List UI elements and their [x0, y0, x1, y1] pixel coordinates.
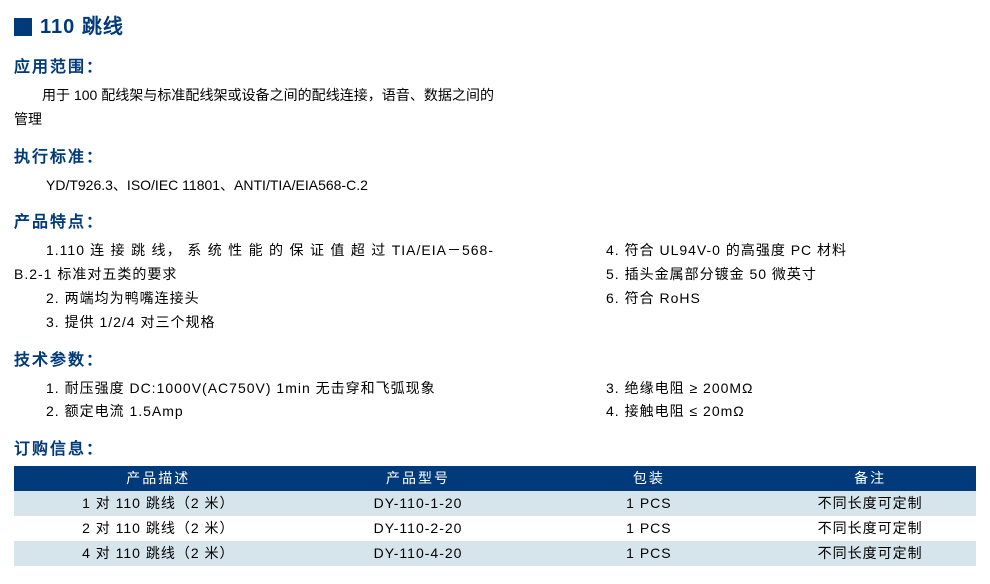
page-title: 110 跳线: [40, 12, 124, 42]
feature-item: 6. 符合 RoHS: [574, 287, 976, 311]
table-cell: DY-110-1-20: [303, 491, 534, 516]
table-row: 1 对 110 跳线（2 米）DY-110-1-201 PCS不同长度可定制: [14, 491, 976, 516]
table-header-cell: 备注: [764, 466, 976, 491]
table-header-row: 产品描述产品型号包装备注: [14, 466, 976, 491]
title-bullet-icon: [14, 18, 32, 36]
params-right-col: 3. 绝缘电阻 ≥ 200MΩ 4. 接触电阻 ≤ 20mΩ: [574, 377, 976, 425]
feature-item: 1.110 连 接 跳 线， 系 统 性 能 的 保 证 值 超 过 TIA/E…: [14, 239, 494, 287]
section-heading-ordering: 订购信息：: [14, 438, 976, 462]
param-item: 1. 耐压强度 DC:1000V(AC750V) 1min 无击穿和飞弧现象: [14, 377, 494, 401]
features-columns: 1.110 连 接 跳 线， 系 统 性 能 的 保 证 值 超 过 TIA/E…: [14, 239, 976, 334]
section-heading-features: 产品特点：: [14, 211, 976, 235]
params-columns: 1. 耐压强度 DC:1000V(AC750V) 1min 无击穿和飞弧现象 2…: [14, 377, 976, 425]
table-cell: 1 PCS: [533, 516, 764, 541]
table-cell: 1 对 110 跳线（2 米）: [14, 491, 303, 516]
standards-text: YD/T926.3、ISO/IEC 11801、ANTI/TIA/EIA568-…: [14, 174, 976, 198]
feature-item: 5. 插头金属部分镀金 50 微英寸: [574, 263, 976, 287]
table-header-cell: 产品描述: [14, 466, 303, 491]
table-row: 2 对 110 跳线（2 米）DY-110-2-201 PCS不同长度可定制: [14, 516, 976, 541]
table-cell: 4 对 110 跳线（2 米）: [14, 541, 303, 566]
section-heading-standards: 执行标准：: [14, 146, 976, 170]
table-cell: 不同长度可定制: [764, 516, 976, 541]
table-cell: 1 PCS: [533, 541, 764, 566]
table-row: 4 对 110 跳线（2 米）DY-110-4-201 PCS不同长度可定制: [14, 541, 976, 566]
features-right-col: 4. 符合 UL94V-0 的高强度 PC 材料 5. 插头金属部分镀金 50 …: [574, 239, 976, 334]
ordering-table: 产品描述产品型号包装备注 1 对 110 跳线（2 米）DY-110-1-201…: [14, 466, 976, 566]
section-heading-params: 技术参数：: [14, 349, 976, 373]
feature-item: 4. 符合 UL94V-0 的高强度 PC 材料: [574, 239, 976, 263]
table-cell: 不同长度可定制: [764, 541, 976, 566]
table-cell: DY-110-2-20: [303, 516, 534, 541]
table-cell: 不同长度可定制: [764, 491, 976, 516]
param-item: 4. 接触电阻 ≤ 20mΩ: [574, 400, 976, 424]
table-cell: DY-110-4-20: [303, 541, 534, 566]
param-item: 3. 绝缘电阻 ≥ 200MΩ: [574, 377, 976, 401]
table-header-cell: 包装: [533, 466, 764, 491]
param-item: 2. 额定电流 1.5Amp: [14, 400, 494, 424]
table-header-cell: 产品型号: [303, 466, 534, 491]
scope-text: 用于 100 配线架与标准配线架或设备之间的配线连接，语音、数据之间的管理: [14, 84, 494, 132]
table-cell: 1 PCS: [533, 491, 764, 516]
table-cell: 2 对 110 跳线（2 米）: [14, 516, 303, 541]
page-title-row: 110 跳线: [14, 12, 976, 42]
section-heading-scope: 应用范围：: [14, 56, 976, 80]
features-left-col: 1.110 连 接 跳 线， 系 统 性 能 的 保 证 值 超 过 TIA/E…: [14, 239, 494, 334]
feature-item: 2. 两端均为鸭嘴连接头: [14, 287, 494, 311]
feature-item: 3. 提供 1/2/4 对三个规格: [14, 311, 494, 335]
params-left-col: 1. 耐压强度 DC:1000V(AC750V) 1min 无击穿和飞弧现象 2…: [14, 377, 494, 425]
